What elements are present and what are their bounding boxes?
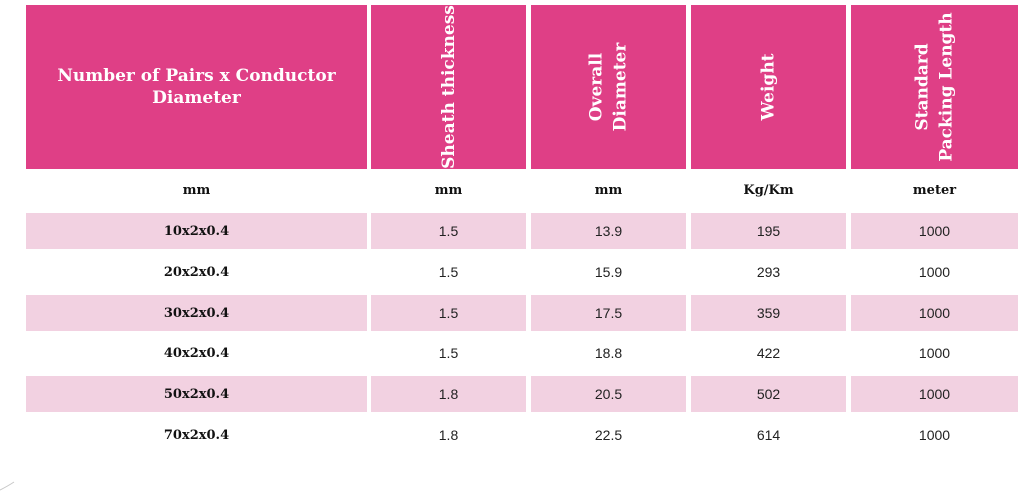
cell-sheath-thickness: 1.8 bbox=[438, 427, 459, 443]
row-band bbox=[691, 295, 846, 331]
header-pairs-diameter: Number of Pairs x Conductor Diameter bbox=[26, 5, 367, 169]
cell-weight: 195 bbox=[756, 223, 781, 239]
cell-sheath-thickness: 1.5 bbox=[438, 264, 459, 280]
cell-overall-diameter: 22.5 bbox=[594, 427, 623, 443]
header-line: Overall bbox=[586, 52, 607, 122]
row-band bbox=[26, 376, 367, 412]
cell-weight: 422 bbox=[756, 345, 781, 361]
header-label-pairs-diameter: Number of Pairs x Conductor Diameter bbox=[57, 65, 335, 109]
cell-overall-diameter: 20.5 bbox=[594, 386, 623, 402]
header-label-packing-length: Standard Packing Length bbox=[910, 12, 958, 161]
header-weight: Weight bbox=[691, 5, 846, 169]
cell-overall-diameter: 18.8 bbox=[594, 345, 623, 361]
unit-packing-length: meter bbox=[912, 182, 957, 198]
cell-weight: 614 bbox=[756, 427, 781, 443]
row-band bbox=[691, 213, 846, 249]
row-band bbox=[691, 376, 846, 412]
cell-weight: 502 bbox=[756, 386, 781, 402]
cell-weight: 359 bbox=[756, 305, 781, 321]
cell-weight: 293 bbox=[756, 264, 781, 280]
header-sheath-thickness: Sheath thickness bbox=[371, 5, 526, 169]
cell-overall-diameter: 13.9 bbox=[594, 223, 623, 239]
header-line: Weight bbox=[758, 53, 779, 121]
cell-pairs-diameter: 30x2x0.4 bbox=[163, 305, 230, 321]
row-band bbox=[26, 213, 367, 249]
row-band bbox=[371, 213, 526, 249]
header-line: Diameter bbox=[610, 42, 631, 132]
header-line: Diameter bbox=[152, 88, 241, 108]
cell-overall-diameter: 15.9 bbox=[594, 264, 623, 280]
unit-overall-diameter: mm bbox=[594, 182, 623, 198]
unit-pairs-diameter: mm bbox=[182, 182, 211, 198]
header-label-overall-diameter: Overall Diameter bbox=[585, 43, 633, 132]
row-band bbox=[26, 295, 367, 331]
row-band bbox=[371, 376, 526, 412]
cell-packing-length: 1000 bbox=[918, 386, 951, 402]
header-overall-diameter: Overall Diameter bbox=[531, 5, 686, 169]
cell-pairs-diameter: 10x2x0.4 bbox=[163, 223, 230, 239]
row-band bbox=[851, 295, 1018, 331]
cell-sheath-thickness: 1.5 bbox=[438, 345, 459, 361]
row-band bbox=[851, 376, 1018, 412]
header-line: Number of Pairs x Conductor bbox=[57, 66, 336, 86]
cell-sheath-thickness: 1.5 bbox=[438, 223, 459, 239]
cell-packing-length: 1000 bbox=[918, 427, 951, 443]
cell-packing-length: 1000 bbox=[918, 305, 951, 321]
cell-pairs-diameter: 40x2x0.4 bbox=[163, 345, 230, 361]
header-line: Sheath thickness bbox=[438, 5, 459, 169]
row-band bbox=[371, 295, 526, 331]
header-packing-length: Standard Packing Length bbox=[851, 5, 1018, 169]
cell-overall-diameter: 17.5 bbox=[594, 305, 623, 321]
cell-pairs-diameter: 70x2x0.4 bbox=[163, 427, 230, 443]
unit-sheath-thickness: mm bbox=[434, 182, 463, 198]
cell-packing-length: 1000 bbox=[918, 345, 951, 361]
row-band bbox=[531, 295, 686, 331]
cell-sheath-thickness: 1.8 bbox=[438, 386, 459, 402]
cell-pairs-diameter: 20x2x0.4 bbox=[163, 264, 230, 280]
row-band bbox=[531, 376, 686, 412]
header-label-sheath-thickness: Sheath thickness bbox=[437, 5, 461, 169]
header-line: Packing Length bbox=[936, 12, 957, 162]
cell-pairs-diameter: 50x2x0.4 bbox=[163, 386, 230, 402]
unit-weight: Kg/Km bbox=[743, 182, 794, 198]
header-line: Standard bbox=[912, 43, 933, 131]
row-band bbox=[531, 213, 686, 249]
row-band bbox=[851, 213, 1018, 249]
cell-packing-length: 1000 bbox=[918, 223, 951, 239]
cell-sheath-thickness: 1.5 bbox=[438, 305, 459, 321]
cell-packing-length: 1000 bbox=[918, 264, 951, 280]
corner-decoration bbox=[0, 481, 15, 491]
header-label-weight: Weight bbox=[757, 53, 781, 120]
